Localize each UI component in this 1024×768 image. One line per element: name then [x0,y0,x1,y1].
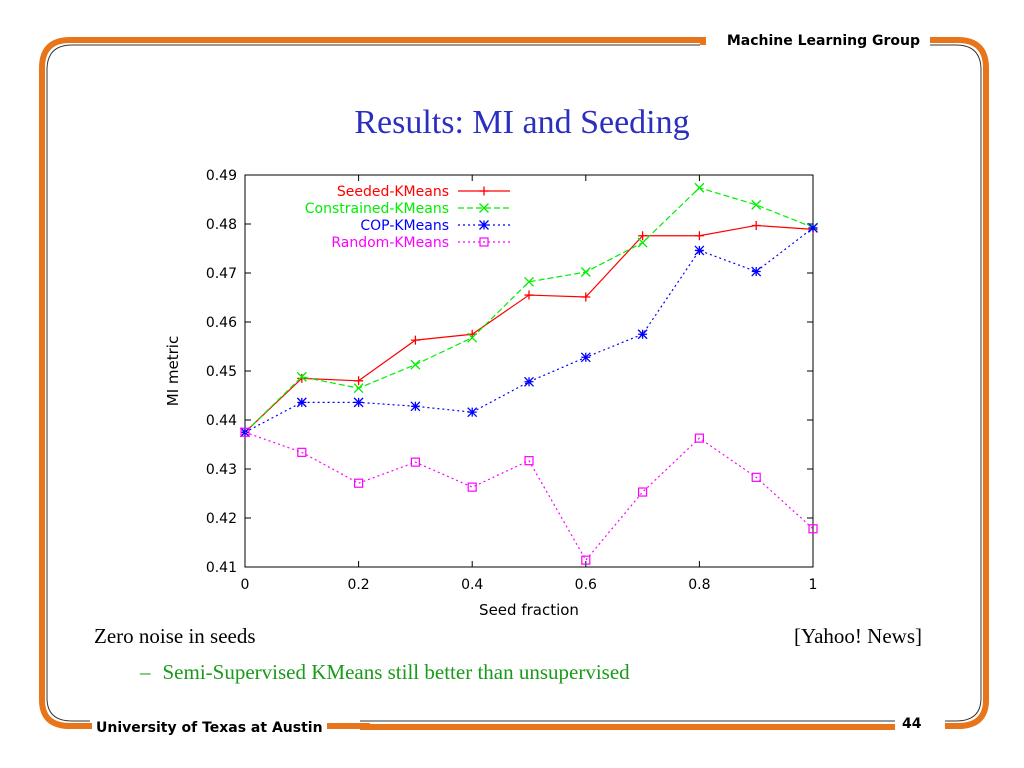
legend-label-cop-kmeans: COP-KMeans [360,218,449,234]
y-tick-label: 0.46 [206,315,237,331]
data-point-random-kmeans [524,456,534,466]
legend-marker-seeded-kmeans [479,186,489,196]
legend-marker-random-kmeans [479,237,489,247]
footer-university-label: University of Texas at Austin [92,720,327,736]
data-point-cop-kmeans [808,222,818,233]
data-point-constrained-kmeans [410,359,421,370]
y-tick-label: 0.41 [206,560,237,576]
data-point-random-kmeans [410,457,420,467]
data-point-seeded-kmeans [410,335,420,345]
data-point-random-kmeans [581,555,591,565]
series-line-cop-kmeans [244,227,814,433]
data-point-cop-kmeans [296,397,307,408]
legend-label-constrained-kmeans: Constrained-KMeans [305,201,449,217]
data-point-random-kmeans [354,478,364,488]
y-tick-label: 0.49 [206,168,237,184]
data-point-seeded-kmeans [751,220,761,230]
x-tick-label: 1 [809,577,818,593]
data-point-random-kmeans [808,524,818,534]
y-tick-label: 0.47 [206,266,237,282]
data-point-seeded-kmeans [638,231,648,241]
x-tick-label: 0.8 [688,577,710,593]
data-point-cop-kmeans [467,407,478,418]
data-point-random-kmeans [637,487,648,497]
legend-label-seeded-kmeans: Seeded-KMeans [337,184,449,200]
x-tick-label: 0.4 [461,577,483,593]
data-point-cop-kmeans [637,329,648,340]
bullet-point: – Semi-Supervised KMeans still better tha… [140,660,630,685]
legend-label-random-kmeans: Random-KMeans [331,235,449,251]
series-line-seeded-kmeans [244,224,814,433]
y-tick-label: 0.42 [206,511,237,527]
data-point-random-kmeans [240,427,250,437]
data-point-constrained-kmeans [694,182,705,193]
x-tick-label: 0 [241,577,250,593]
dataset-note: [Yahoo! News] [794,624,922,648]
legend-marker-constrained-kmeans [479,203,489,213]
y-tick-label: 0.48 [206,217,237,233]
bullet-dash: – [140,660,151,684]
data-point-random-kmeans [467,482,477,492]
data-point-cop-kmeans [694,245,705,256]
slide-title: Results: MI and Seeding [354,104,690,141]
header-group-label: Machine Learning Group [722,33,924,49]
x-tick-label: 0.2 [347,577,369,593]
data-point-constrained-kmeans [751,199,762,210]
y-axis-label: MI metric [164,336,182,406]
data-point-cop-kmeans [580,352,591,363]
y-tick-label: 0.44 [206,413,237,429]
data-point-cop-kmeans [410,401,421,412]
data-point-random-kmeans [751,472,761,482]
data-point-seeded-kmeans [694,231,704,241]
legend-marker-cop-kmeans [479,220,489,230]
data-point-cop-kmeans [751,266,762,277]
page-number: 44 [902,716,922,732]
data-point-constrained-kmeans [353,383,364,394]
data-point-seeded-kmeans [524,290,534,300]
data-point-constrained-kmeans [467,332,478,343]
x-axis-label: Seed fraction [479,601,579,619]
data-point-random-kmeans [297,447,307,457]
data-point-constrained-kmeans [524,276,534,287]
data-point-seeded-kmeans [297,373,307,383]
y-tick-label: 0.45 [206,364,237,380]
bullet-text: Semi-Supervised KMeans still better than… [162,660,630,684]
x-tick-label: 0.6 [575,577,597,593]
data-point-constrained-kmeans [637,237,648,248]
data-point-seeded-kmeans [581,292,591,302]
data-point-constrained-kmeans [296,371,307,382]
series-line-constrained-kmeans [244,187,814,433]
series-line-random-kmeans [244,431,814,562]
data-point-constrained-kmeans [580,267,591,277]
data-point-seeded-kmeans [354,376,364,386]
y-tick-label: 0.43 [206,462,237,478]
data-point-random-kmeans [694,433,705,443]
data-point-cop-kmeans [353,397,364,408]
data-point-cop-kmeans [524,376,534,387]
noise-note: Zero noise in seeds [94,624,256,648]
plot-frame [244,174,814,568]
